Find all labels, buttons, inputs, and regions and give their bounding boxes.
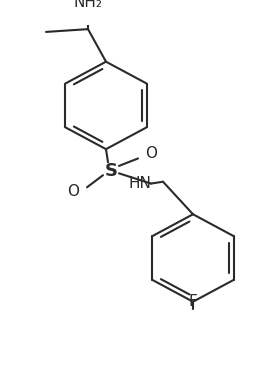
Text: HN: HN: [128, 176, 151, 191]
Text: F: F: [189, 294, 197, 309]
Text: O: O: [145, 146, 157, 161]
Text: NH₂: NH₂: [73, 0, 103, 10]
Text: O: O: [67, 184, 79, 199]
Text: S: S: [104, 162, 117, 180]
